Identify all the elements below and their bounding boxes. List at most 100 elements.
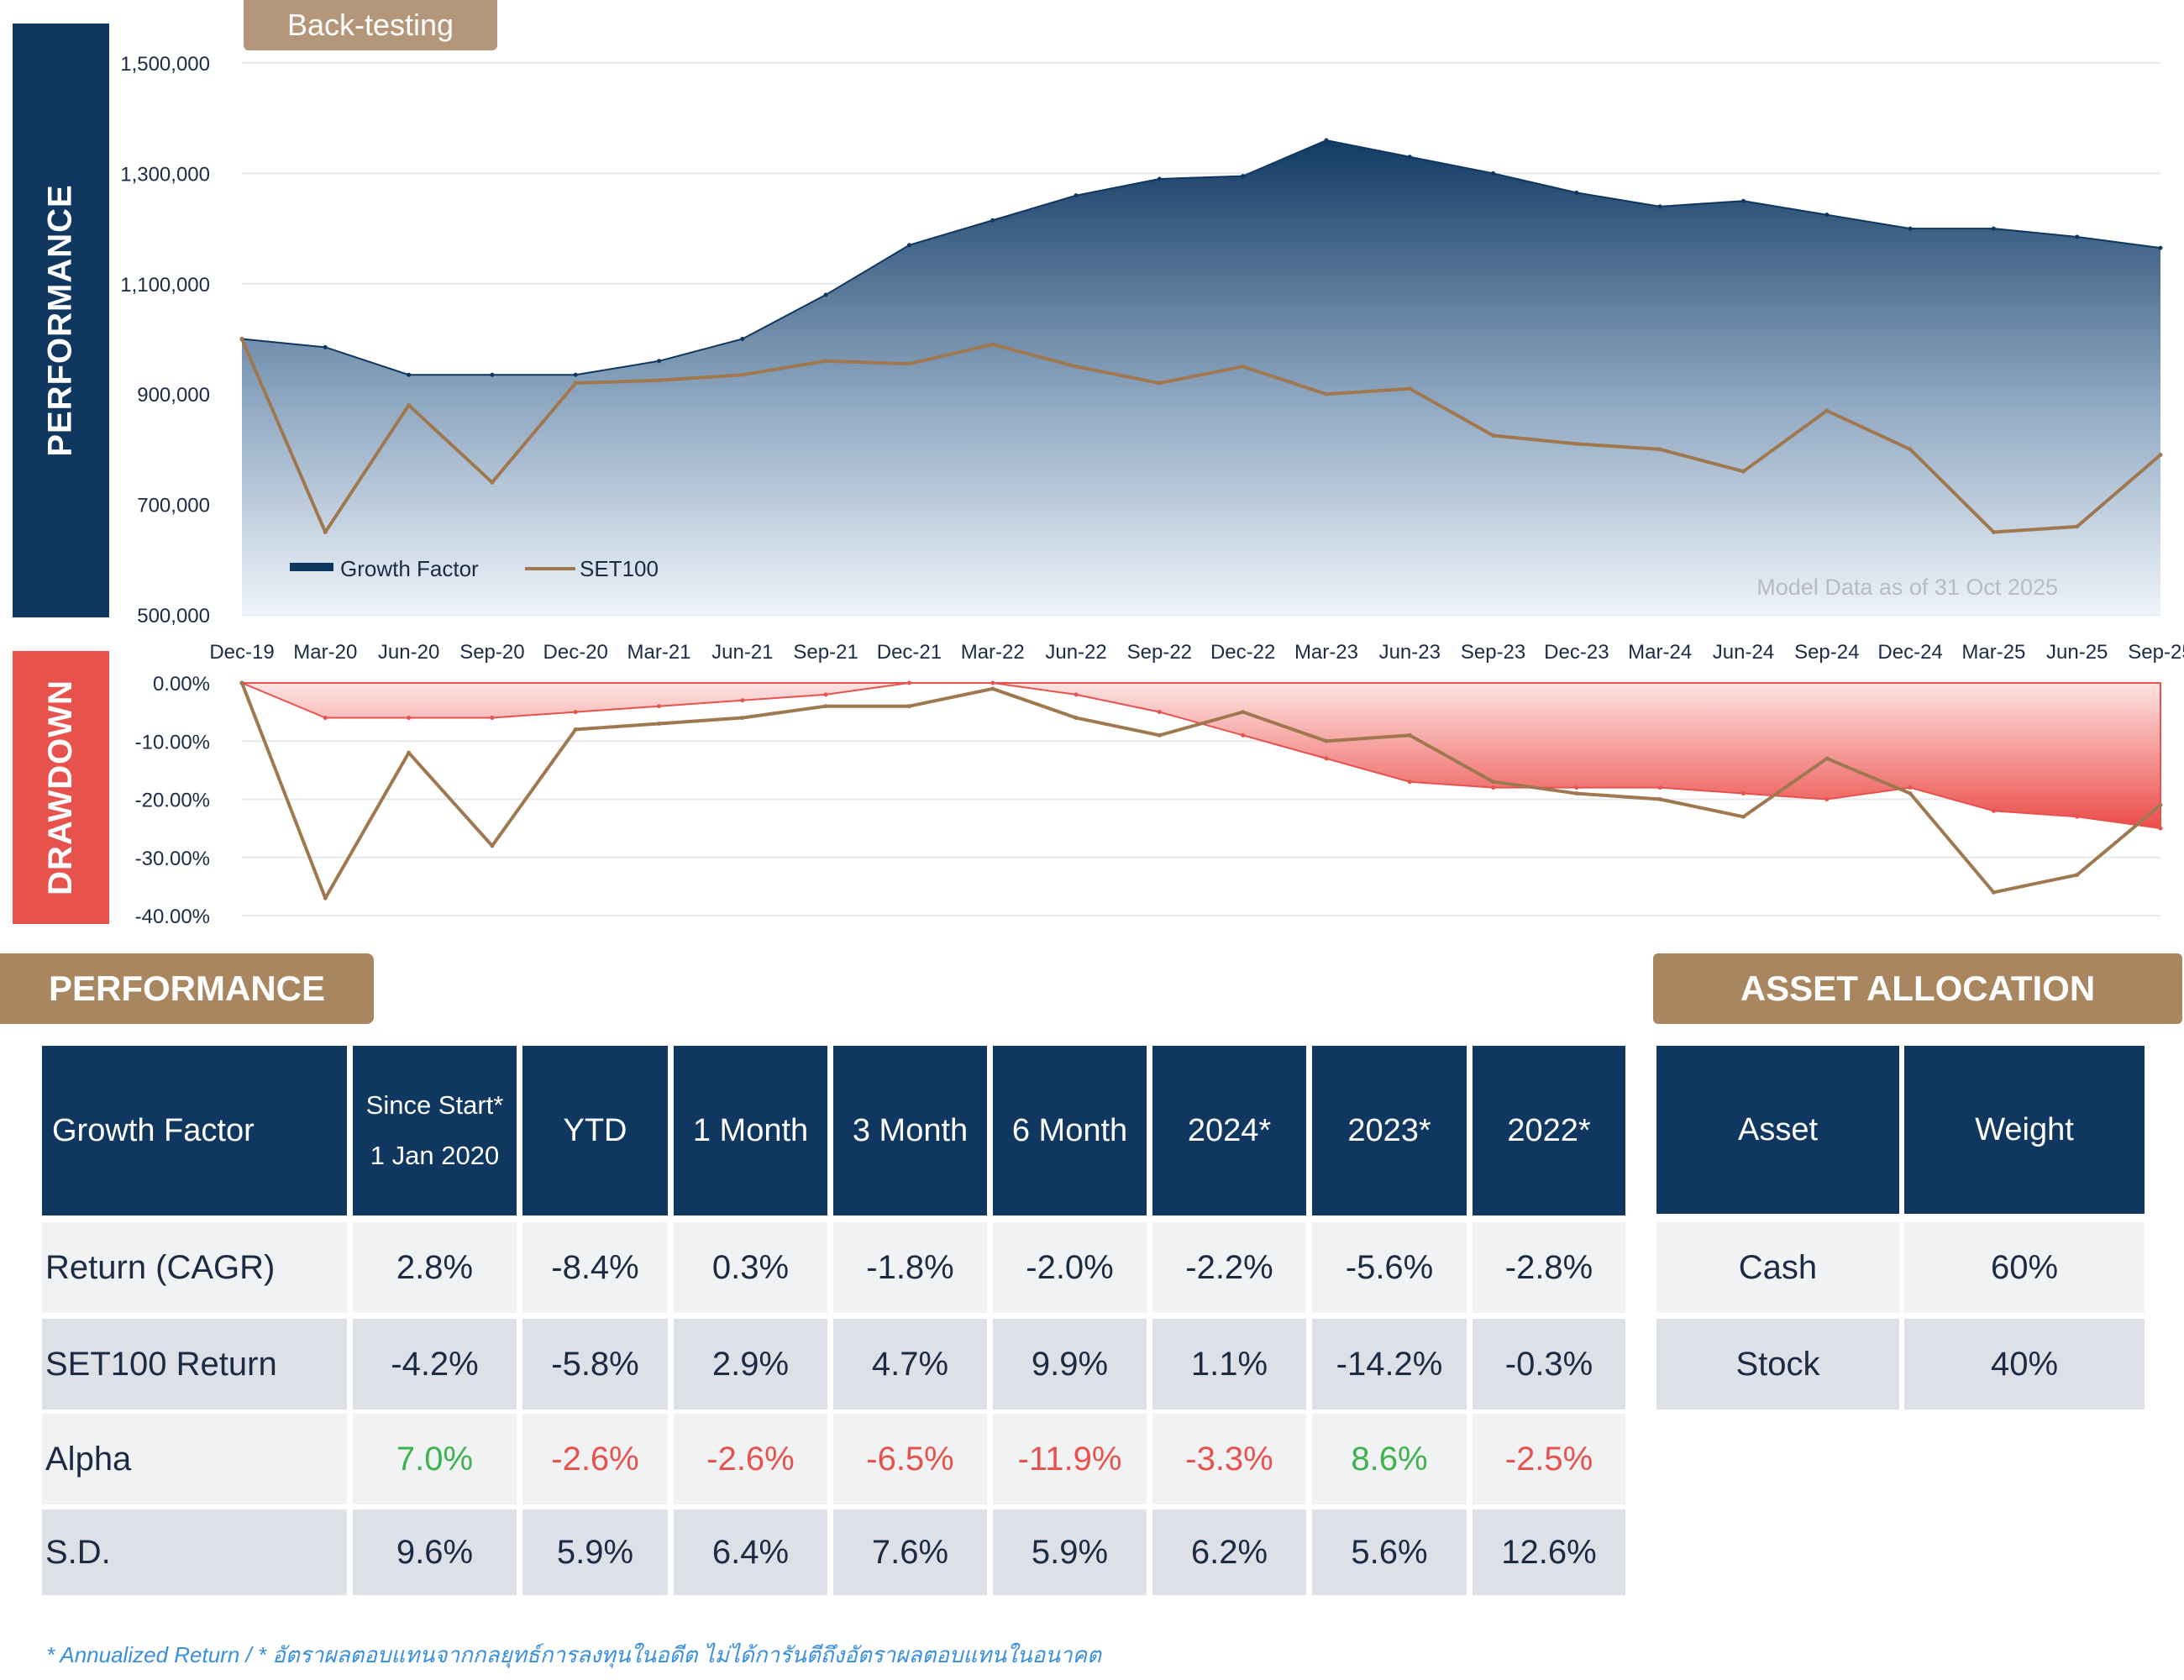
drawdown-growth-factor-point: [1491, 785, 1496, 790]
performance-header-cell: 3 Month: [833, 1046, 987, 1215]
dd-y-tick-label: -20.00%: [135, 790, 210, 812]
x-tick-label: Sep-25: [2128, 641, 2184, 664]
x-tick-label: Sep-24: [1794, 641, 1859, 664]
growth-factor-point: [2158, 245, 2163, 250]
set100-point: [573, 381, 578, 386]
perf-y-tick-label: 1,500,000: [120, 53, 210, 76]
drawdown-growth-factor-area: [241, 682, 2161, 830]
performance-value-cell: -2.2%: [1152, 1222, 1306, 1313]
drawdown-set100-point: [1657, 797, 1662, 801]
x-tick-label: Dec-23: [1544, 641, 1609, 664]
x-tick-label: Dec-19: [209, 641, 274, 664]
chart-legend: Growth Factor SET100: [290, 556, 659, 581]
growth-factor-point: [1324, 138, 1329, 143]
drawdown-growth-factor-point: [906, 680, 911, 685]
growth-factor-point: [2075, 234, 2080, 239]
drawdown-growth-factor-point: [407, 716, 412, 721]
set100-point: [1740, 469, 1746, 474]
drawdown-set100-point: [990, 686, 995, 691]
drawdown-growth-factor-point: [2158, 826, 2163, 831]
legend-swatch-growth-factor: [290, 563, 333, 571]
performance-value-cell: 9.9%: [993, 1319, 1147, 1410]
performance-value-cell: 2.9%: [674, 1319, 827, 1410]
growth-factor-point: [1657, 204, 1662, 209]
x-tick-label: Sep-22: [1127, 641, 1192, 664]
performance-y-ticks: 1,500,000 1,300,000 1,100,000 900,000 700,00…: [120, 53, 210, 627]
performance-table-title: PERFORMANCE: [0, 953, 374, 1024]
drawdown-growth-factor-point: [1157, 710, 1162, 715]
performance-header-cell: 2024*: [1152, 1046, 1306, 1215]
set100-line: [240, 338, 2162, 534]
set100-point: [1491, 433, 1496, 438]
drawdown-set100-point: [323, 895, 328, 900]
drawdown-set100-point: [573, 727, 578, 732]
drawdown-set100-point: [823, 704, 828, 709]
performance-row-label: Return (CAGR): [42, 1222, 347, 1313]
growth-factor-point: [823, 292, 828, 297]
growth-factor-point: [906, 243, 911, 248]
growth-factor-point: [407, 372, 412, 377]
growth-factor-area: [242, 139, 2160, 616]
performance-value-cell: -5.6%: [1312, 1222, 1467, 1313]
growth-factor-point: [657, 359, 662, 364]
drawdown-growth-factor-point: [2075, 814, 2080, 819]
set100-point: [2158, 452, 2163, 457]
performance-value-cell: -5.8%: [522, 1319, 668, 1410]
performance-value-cell: 4.7%: [833, 1319, 987, 1410]
growth-factor-point: [740, 337, 745, 341]
growth-factor-point: [1824, 213, 1830, 218]
performance-value-cell: -6.5%: [833, 1414, 987, 1504]
performance-value-cell: -2.5%: [1473, 1414, 1625, 1504]
set100-point: [2075, 524, 2080, 529]
performance-value-cell: -0.3%: [1473, 1319, 1625, 1410]
perf-y-tick-label: 1,100,000: [120, 274, 210, 297]
performance-value-cell: -2.0%: [993, 1222, 1147, 1313]
set100-point: [1824, 408, 1830, 413]
set100-point: [1324, 391, 1329, 396]
drawdown-set100-point: [657, 721, 662, 726]
allocation-header-cell: Weight: [1904, 1046, 2145, 1214]
set100-point: [740, 372, 745, 377]
x-tick-label: Dec-22: [1210, 641, 1275, 664]
drawdown-set100-point: [1991, 890, 1996, 895]
perf-y-tick-label: 1,300,000: [120, 163, 210, 186]
set100-point: [1241, 364, 1246, 369]
set100-point: [1074, 364, 1079, 369]
growth-factor-point: [1157, 176, 1162, 181]
set100-point: [1657, 447, 1662, 452]
performance-value-cell: -4.2%: [353, 1319, 517, 1410]
perf-y-tick-label: 500,000: [137, 605, 210, 627]
performance-value-cell: -2.6%: [522, 1414, 668, 1504]
set100-point: [1574, 441, 1579, 446]
drawdown-growth-factor-point: [1657, 785, 1662, 790]
drawdown-y-ticks: 0.00% -10.00% -20.00% -30.00% -40.00%: [135, 673, 210, 928]
growth-factor-point: [990, 218, 995, 223]
model-data-note: Model Data as of 31 Oct 2025: [1756, 575, 2058, 600]
growth-factor-point: [323, 344, 328, 349]
x-tick-label: Mar-22: [961, 641, 1025, 664]
performance-value-cell: 9.6%: [353, 1509, 517, 1595]
performance-header-cell: 6 Month: [993, 1046, 1147, 1215]
dd-y-tick-label: -30.00%: [135, 848, 210, 870]
growth-factor-point: [1908, 226, 1913, 231]
x-tick-label: Jun-20: [378, 641, 439, 664]
set100-point: [1157, 381, 1162, 386]
drawdown-growth-factor-point: [1074, 692, 1079, 697]
x-tick-label: Mar-20: [293, 641, 357, 664]
drawdown-growth-factor-point: [1740, 791, 1746, 796]
drawdown-set100-point: [490, 843, 495, 848]
legend-label-set100: SET100: [580, 556, 659, 581]
drawdown-set100-line: [240, 682, 2162, 900]
drawdown-set100-point: [906, 704, 911, 709]
drawdown-set100-point: [1740, 814, 1746, 819]
growth-factor-point: [1241, 174, 1246, 179]
drawdown-growth-factor-point: [1407, 780, 1412, 785]
x-tick-label: Jun-21: [711, 641, 773, 664]
drawdown-growth-factor-point: [1324, 756, 1329, 761]
drawdown-set100-point: [740, 716, 745, 721]
allocation-asset-cell: Stock: [1656, 1319, 1899, 1410]
x-tick-label: Mar-21: [627, 641, 691, 664]
performance-value-cell: -3.3%: [1152, 1414, 1306, 1504]
performance-value-cell: 6.4%: [674, 1509, 827, 1595]
drawdown-set100-point: [2075, 873, 2080, 878]
